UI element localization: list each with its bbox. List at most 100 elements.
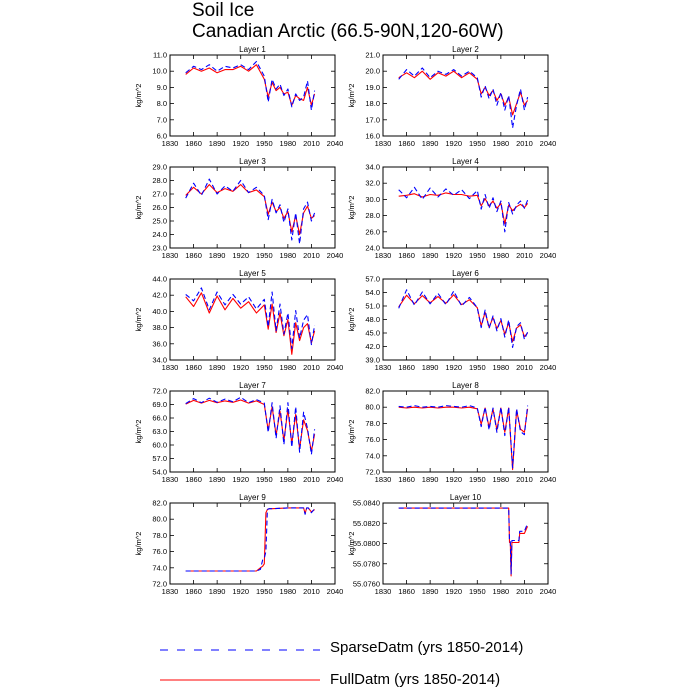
x-tick-label: 1860 xyxy=(185,139,202,148)
y-tick-label: 80.0 xyxy=(365,403,380,412)
plot-frame xyxy=(382,390,549,473)
y-tick-label: 8.0 xyxy=(157,99,167,108)
y-tick-label: 26.0 xyxy=(365,227,380,236)
panel-title: Layer 2 xyxy=(452,45,479,54)
panel-layer-1: Layer 1 kg/m^2 1830 1860 1890 1920 1950 1980 201… xyxy=(134,45,343,148)
x-tick-label: 1890 xyxy=(422,587,439,596)
y-tick-label: 25.0 xyxy=(152,217,167,226)
x-tick-label: 2010 xyxy=(516,251,533,260)
plot-frame xyxy=(382,502,549,585)
x-tick-label: 1860 xyxy=(398,587,415,596)
x-tick-label: 2010 xyxy=(303,475,320,484)
x-tick-label: 1860 xyxy=(185,475,202,484)
y-axis-label: kg/m^2 xyxy=(134,196,143,220)
x-tick-label: 1830 xyxy=(162,475,179,484)
x-tick-label: 2040 xyxy=(540,587,557,596)
x-tick-label: 1980 xyxy=(493,475,510,484)
x-tick-label: 1860 xyxy=(185,363,202,372)
panel-layer-4: Layer 4 kg/m^2 1830 1860 1890 1920 1950 1980 201… xyxy=(347,157,556,260)
y-tick-label: 18.0 xyxy=(365,99,380,108)
y-tick-label: 19.0 xyxy=(365,83,380,92)
x-tick-label: 2040 xyxy=(327,251,344,260)
x-tick-label: 2040 xyxy=(540,475,557,484)
panel-layer-7: Layer 7 kg/m^2 1830 1860 1890 1920 1950 1980 201… xyxy=(134,381,343,484)
y-tick-label: 30.0 xyxy=(365,195,380,204)
y-tick-label: 9.0 xyxy=(157,83,167,92)
x-tick-label: 1980 xyxy=(493,251,510,260)
series-line-sparsedatm xyxy=(185,396,316,455)
x-tick-label: 1890 xyxy=(422,139,439,148)
y-tick-label: 34.0 xyxy=(152,356,167,365)
y-tick-label: 21.0 xyxy=(365,51,380,60)
y-tick-label: 55.0840 xyxy=(353,499,380,508)
x-tick-label: 2010 xyxy=(516,587,533,596)
series-line-fulldatm xyxy=(185,507,315,572)
series-line-fulldatm xyxy=(398,507,529,577)
x-tick-label: 1830 xyxy=(375,363,392,372)
x-tick-label: 1950 xyxy=(256,587,273,596)
x-tick-label: 1860 xyxy=(185,251,202,260)
y-tick-label: 51.0 xyxy=(365,302,380,311)
y-axis-label: kg/m^2 xyxy=(134,84,143,108)
panel-layer-5: Layer 5 kg/m^2 1830 1860 1890 1920 1950 1980 201… xyxy=(134,269,343,372)
x-tick-label: 1830 xyxy=(375,475,392,484)
series-line-sparsedatm xyxy=(185,287,316,350)
x-tick-label: 1830 xyxy=(162,363,179,372)
x-tick-label: 1980 xyxy=(280,587,297,596)
legend-label-full: FullDatm (yrs 1850-2014) xyxy=(330,671,501,688)
y-axis-label: kg/m^2 xyxy=(347,532,356,556)
y-tick-label: 34.0 xyxy=(365,163,380,172)
x-tick-label: 1980 xyxy=(493,363,510,372)
panel-layer-2: Layer 2 kg/m^2 1830 1860 1890 1920 1950 1980 201… xyxy=(347,45,556,148)
y-tick-label: 78.0 xyxy=(365,419,380,428)
x-tick-label: 1920 xyxy=(445,139,462,148)
x-tick-label: 1890 xyxy=(209,363,226,372)
x-tick-label: 1920 xyxy=(232,475,249,484)
x-tick-label: 1980 xyxy=(280,251,297,260)
x-tick-label: 2010 xyxy=(303,587,320,596)
x-tick-label: 2010 xyxy=(516,139,533,148)
y-tick-label: 48.0 xyxy=(365,315,380,324)
panel-title: Layer 6 xyxy=(452,269,479,278)
y-tick-label: 38.0 xyxy=(152,323,167,332)
figure-title: Soil Ice xyxy=(192,0,255,21)
plot-frame xyxy=(382,54,549,137)
y-tick-label: 66.0 xyxy=(152,414,167,423)
x-tick-label: 1950 xyxy=(256,475,273,484)
y-tick-label: 28.0 xyxy=(365,211,380,220)
panel-title: Layer 10 xyxy=(450,493,482,502)
y-tick-label: 24.0 xyxy=(152,230,167,239)
y-tick-label: 54.0 xyxy=(152,468,167,477)
x-tick-label: 2010 xyxy=(516,475,533,484)
panel-title: Layer 1 xyxy=(239,45,266,54)
y-axis-label: kg/m^2 xyxy=(347,420,356,444)
y-tick-label: 69.0 xyxy=(152,400,167,409)
y-tick-label: 63.0 xyxy=(152,427,167,436)
series-line-sparsedatm xyxy=(185,178,316,245)
x-tick-label: 2040 xyxy=(540,363,557,372)
x-tick-label: 2010 xyxy=(303,251,320,260)
x-tick-label: 1920 xyxy=(232,139,249,148)
x-tick-label: 1950 xyxy=(256,139,273,148)
series-line-sparsedatm xyxy=(185,507,316,572)
y-tick-label: 16.0 xyxy=(365,132,380,141)
x-tick-label: 1860 xyxy=(398,475,415,484)
y-tick-label: 72.0 xyxy=(152,387,167,396)
series-line-sparsedatm xyxy=(398,67,529,129)
legend-label-sparse: SparseDatm (yrs 1850-2014) xyxy=(330,639,524,656)
x-tick-label: 1830 xyxy=(162,139,179,148)
y-tick-label: 60.0 xyxy=(152,441,167,450)
x-tick-label: 1890 xyxy=(209,475,226,484)
y-tick-label: 72.0 xyxy=(152,580,167,589)
y-tick-label: 17.0 xyxy=(365,115,380,124)
x-tick-label: 1950 xyxy=(469,251,486,260)
x-tick-label: 2040 xyxy=(327,587,344,596)
x-tick-label: 1950 xyxy=(256,363,273,372)
x-tick-label: 2040 xyxy=(327,475,344,484)
plot-frame xyxy=(382,166,549,249)
x-tick-label: 1890 xyxy=(422,251,439,260)
y-tick-label: 78.0 xyxy=(152,531,167,540)
x-tick-label: 1950 xyxy=(256,251,273,260)
series-line-sparsedatm xyxy=(398,507,529,575)
